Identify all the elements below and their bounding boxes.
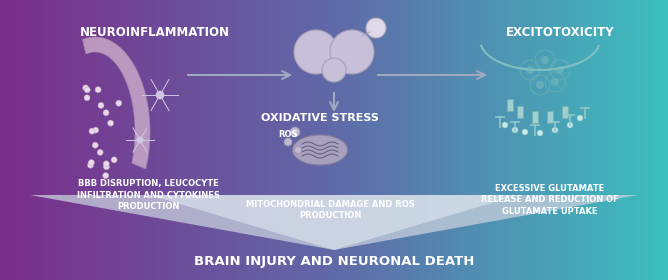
Circle shape	[108, 120, 114, 126]
Circle shape	[551, 78, 559, 86]
Circle shape	[98, 102, 104, 108]
Bar	[547, 111, 553, 123]
Circle shape	[577, 115, 583, 121]
Circle shape	[95, 87, 101, 93]
Text: ROS: ROS	[279, 130, 298, 139]
Polygon shape	[83, 37, 150, 169]
Circle shape	[290, 127, 300, 137]
Circle shape	[284, 138, 292, 146]
Text: MITOCHONDRIAL DAMAGE AND ROS
PRODUCTION: MITOCHONDRIAL DAMAGE AND ROS PRODUCTION	[246, 200, 414, 220]
Circle shape	[366, 18, 386, 38]
Circle shape	[89, 128, 95, 134]
Circle shape	[567, 122, 573, 128]
Circle shape	[512, 127, 518, 133]
Bar	[532, 111, 538, 123]
Text: BBB DISRUPTION, LEUCOCYTE
INFILTRATION AND CYTOKINES
PRODUCTION: BBB DISRUPTION, LEUCOCYTE INFILTRATION A…	[77, 179, 219, 211]
Circle shape	[294, 30, 338, 74]
Circle shape	[537, 130, 543, 136]
Text: EXCITOTOXICITY: EXCITOTOXICITY	[506, 25, 615, 39]
Circle shape	[522, 129, 528, 135]
Circle shape	[92, 142, 98, 148]
Text: BRAIN INJURY AND NEURONAL DEATH: BRAIN INJURY AND NEURONAL DEATH	[194, 255, 474, 269]
Circle shape	[295, 146, 301, 153]
Circle shape	[502, 122, 508, 128]
Circle shape	[330, 30, 374, 74]
Bar	[517, 106, 523, 118]
Circle shape	[104, 164, 110, 170]
Circle shape	[103, 172, 109, 179]
Text: NEUROINFLAMMATION: NEUROINFLAMMATION	[80, 25, 230, 39]
Circle shape	[88, 160, 94, 165]
Circle shape	[526, 66, 534, 74]
Polygon shape	[30, 195, 638, 250]
Circle shape	[84, 87, 90, 93]
Ellipse shape	[293, 135, 347, 165]
Text: OXIDATIVE STRESS: OXIDATIVE STRESS	[261, 113, 379, 123]
Text: EXCESSIVE GLUTAMATE
RELEASE AND REDUCTION OF
GLUTAMATE UPTAKE: EXCESSIVE GLUTAMATE RELEASE AND REDUCTIO…	[481, 184, 619, 216]
Circle shape	[536, 81, 544, 89]
Bar	[562, 106, 568, 118]
Circle shape	[156, 91, 164, 99]
Circle shape	[88, 162, 94, 168]
Circle shape	[103, 110, 109, 116]
Circle shape	[104, 161, 110, 167]
Circle shape	[84, 95, 90, 101]
Circle shape	[322, 58, 346, 82]
Circle shape	[83, 85, 89, 91]
Circle shape	[541, 56, 549, 64]
Circle shape	[97, 149, 103, 155]
Circle shape	[137, 137, 143, 143]
Bar	[507, 99, 513, 111]
Circle shape	[116, 100, 122, 106]
Circle shape	[552, 127, 558, 133]
Circle shape	[93, 127, 99, 133]
Circle shape	[556, 66, 564, 74]
Polygon shape	[150, 195, 518, 250]
Circle shape	[111, 157, 117, 163]
